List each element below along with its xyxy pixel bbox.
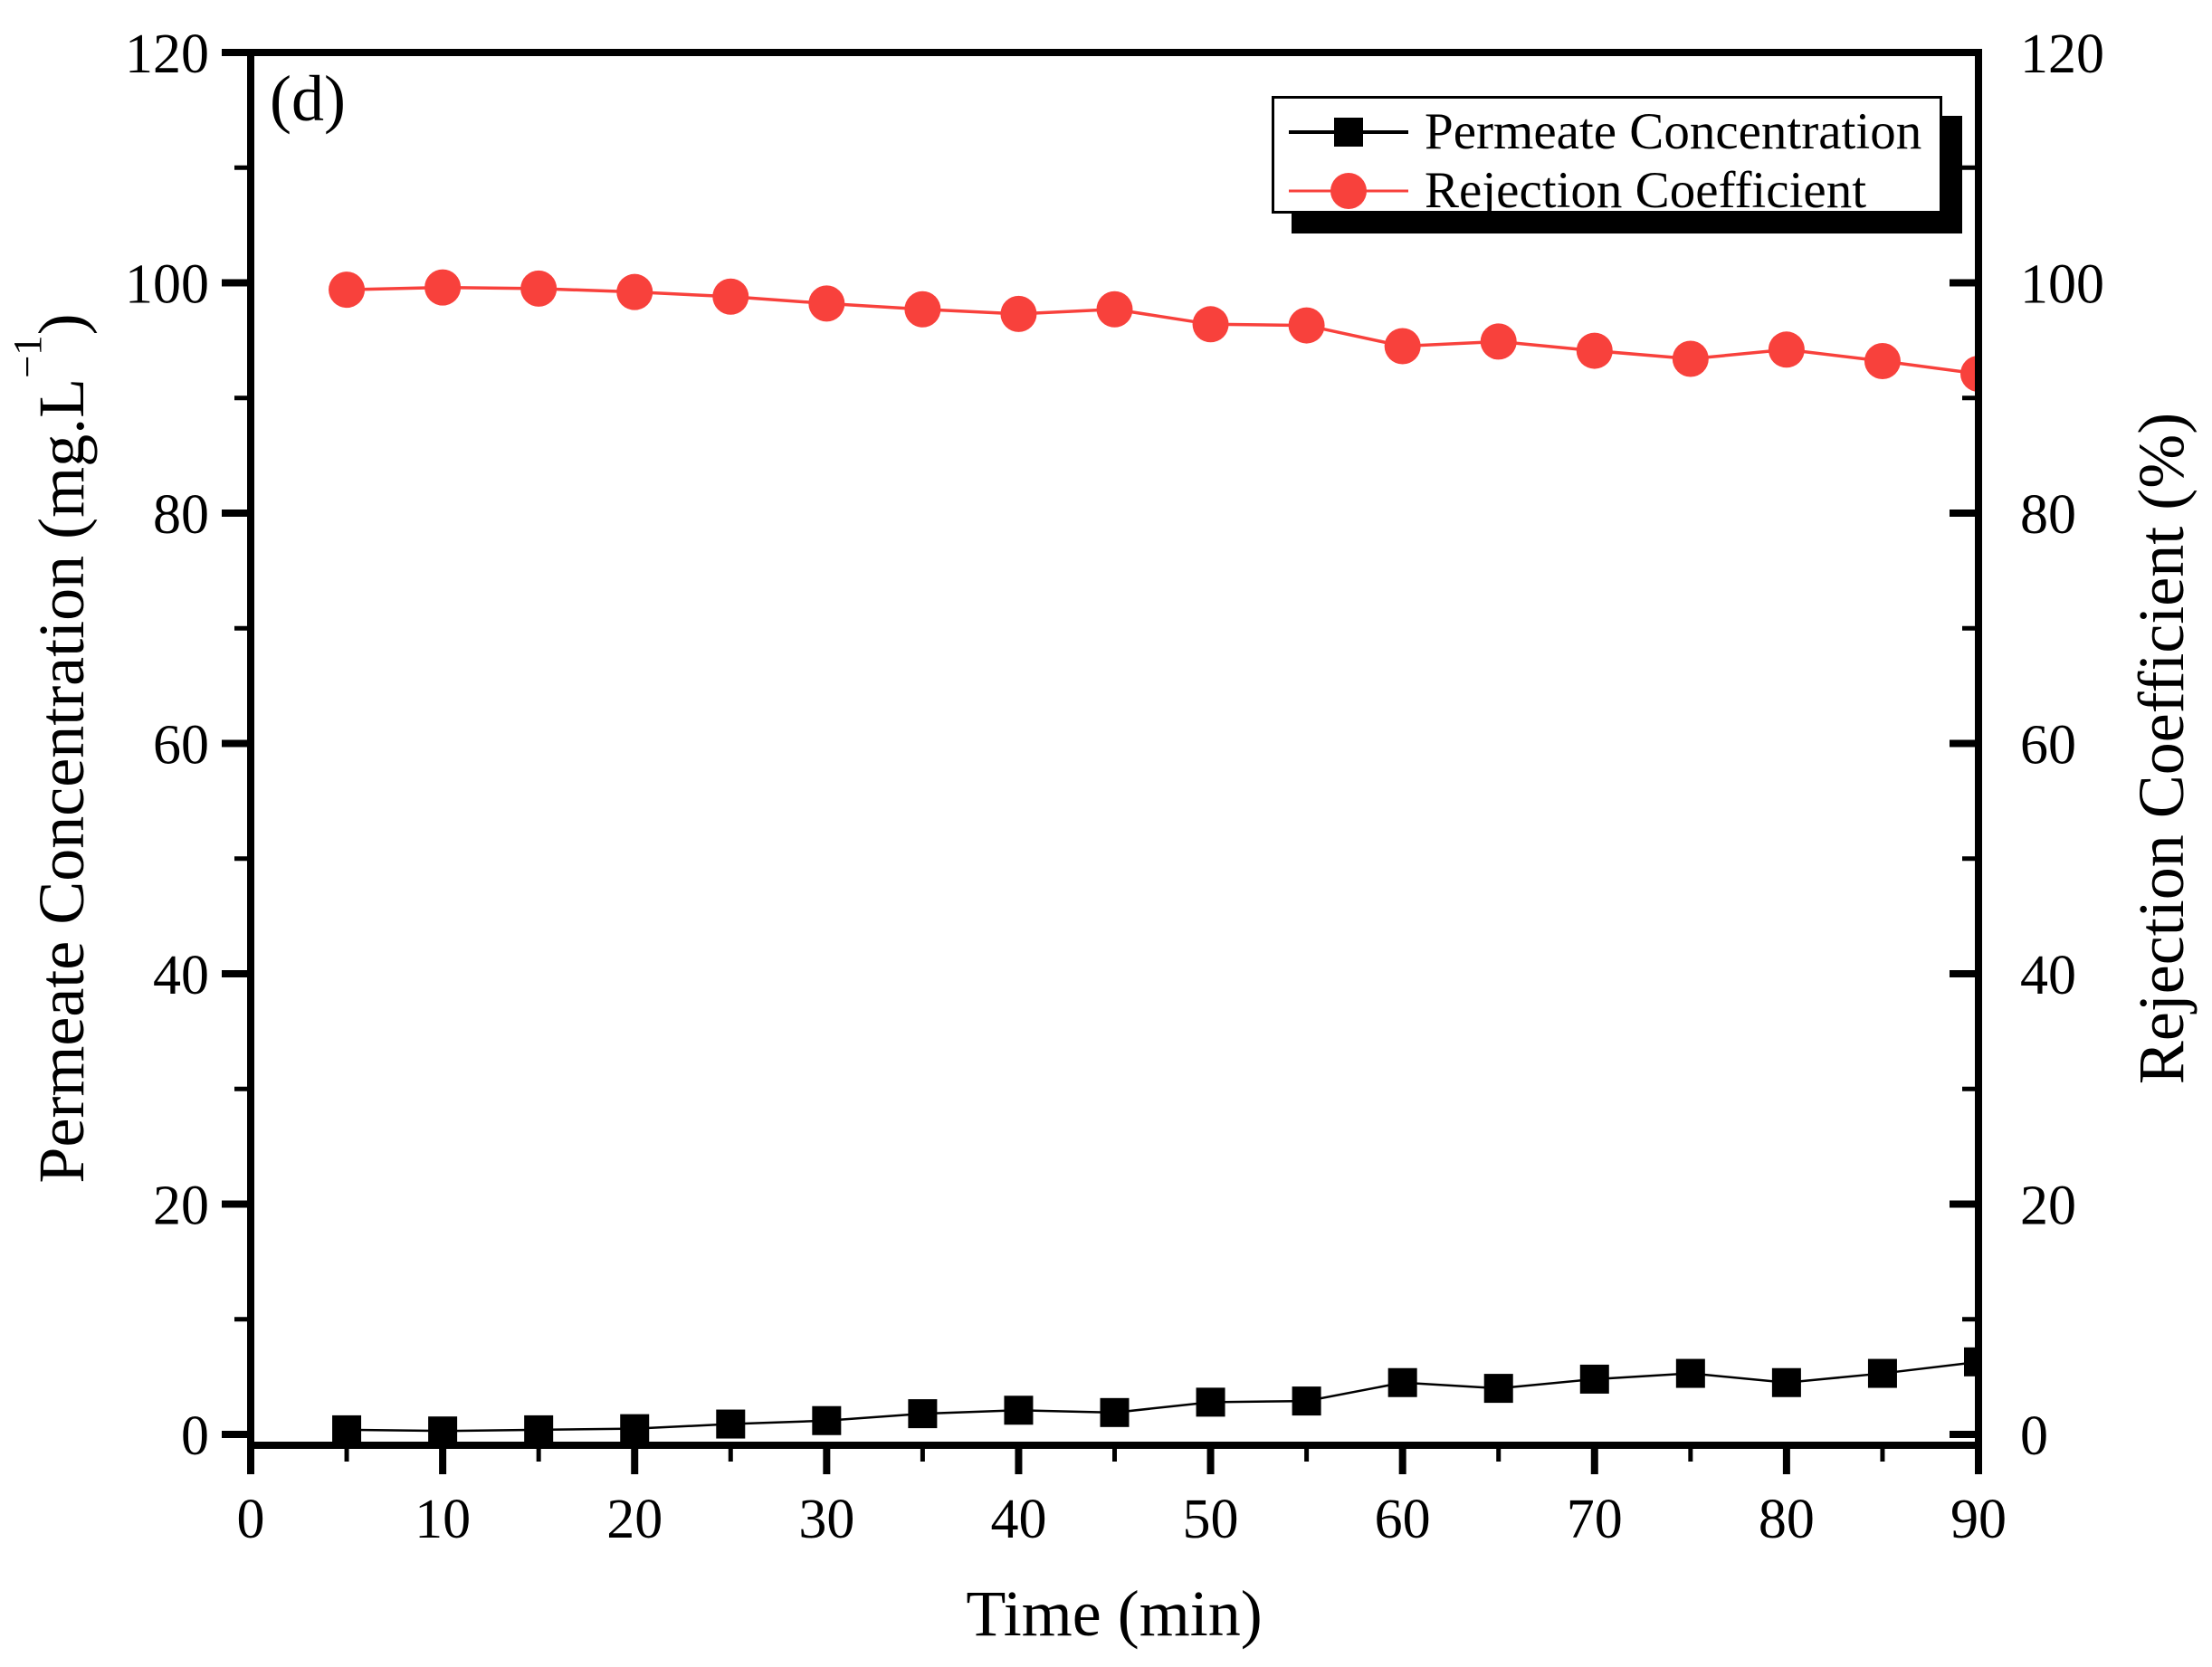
x-tick-label: 90	[1950, 1489, 2007, 1550]
data-point-circle	[1480, 323, 1517, 360]
x-tick-label: 80	[1759, 1489, 1815, 1550]
tick-labels: 0 10 20 30 40 50 60 70 80 90020406080100120020406…	[125, 24, 2104, 1550]
data-point-square	[1387, 1367, 1417, 1397]
x-tick-label: 30	[798, 1489, 854, 1550]
y-axis-title-left-superscript: −1	[4, 335, 50, 378]
square-marker-icon	[1334, 117, 1363, 147]
data-point-square	[524, 1415, 554, 1444]
series-layer	[329, 269, 1981, 1446]
data-point-circle	[1672, 340, 1709, 377]
legend: Permeate Concentration Rejection Coeffic…	[1272, 96, 1942, 219]
data-point-square	[1771, 1367, 1801, 1397]
y-right-tick-label: 80	[2020, 484, 2076, 546]
x-tick-label: 0	[237, 1489, 265, 1550]
y-left-tick-label: 20	[153, 1176, 209, 1237]
y-left-tick-label: 80	[153, 484, 209, 546]
series-rejection-coefficient	[329, 269, 1981, 393]
x-tick-label: 20	[606, 1489, 663, 1550]
y-axis-title-left-text: Permeate Concentration (mg.L	[25, 377, 98, 1184]
data-point-square	[620, 1414, 650, 1443]
legend-item-permeate: Permeate Concentration	[1289, 102, 1940, 161]
y-axis-title-left-close: )	[25, 313, 98, 336]
data-point-circle	[1000, 295, 1037, 332]
x-tick-label: 10	[415, 1489, 471, 1550]
x-axis-title: Time (min)	[966, 1577, 1263, 1650]
data-point-square	[1867, 1358, 1897, 1388]
data-point-circle	[1864, 343, 1901, 380]
circle-marker-icon	[1330, 172, 1367, 209]
series-line-permeate-concentration	[347, 1360, 1979, 1433]
data-point-square	[1100, 1397, 1130, 1427]
x-tick-label: 40	[990, 1489, 1046, 1550]
data-point-circle	[1096, 291, 1133, 328]
data-point-square	[1196, 1387, 1225, 1417]
data-point-circle	[616, 273, 653, 310]
data-point-square	[1292, 1386, 1321, 1416]
data-point-circle	[424, 269, 462, 306]
data-point-square	[1675, 1358, 1705, 1388]
data-point-circle	[1576, 332, 1613, 369]
data-point-circle	[712, 278, 749, 315]
legend-marker-permeate	[1289, 112, 1408, 152]
data-point-square	[332, 1415, 362, 1444]
data-point-square	[428, 1416, 458, 1446]
y-left-tick-label: 120	[125, 24, 209, 85]
legend-item-rejection: Rejection Coefficient	[1289, 161, 1940, 220]
y-left-tick-label: 60	[153, 715, 209, 776]
y-right-tick-label: 40	[2020, 945, 2076, 1006]
data-point-circle	[1768, 331, 1805, 368]
data-point-circle	[1288, 307, 1325, 344]
x-tick-label: 60	[1375, 1489, 1431, 1550]
data-point-square	[716, 1409, 746, 1439]
data-point-square	[812, 1405, 842, 1435]
data-point-circle	[904, 291, 941, 328]
x-tick-label: 50	[1183, 1489, 1239, 1550]
y-right-tick-label: 20	[2020, 1176, 2076, 1237]
data-point-square	[1579, 1364, 1609, 1394]
data-point-circle	[520, 270, 558, 307]
data-point-square	[908, 1399, 938, 1429]
panel-label: (d)	[270, 62, 346, 135]
axis-ticks	[222, 49, 1982, 1474]
y-left-tick-label: 0	[181, 1405, 209, 1467]
data-point-circle	[1384, 328, 1421, 365]
y-axis-title-left: Permeate Concentration (mg.L−1)	[4, 0, 98, 1518]
y-right-tick-label: 0	[2020, 1405, 2048, 1467]
data-point-square	[1004, 1396, 1034, 1425]
series-permeate-concentration	[332, 1347, 1981, 1446]
plot-frame	[247, 49, 1982, 1449]
legend-label-permeate: Permeate Concentration	[1425, 103, 1922, 160]
series-line-rejection-coefficient	[347, 285, 1979, 376]
data-point-square	[1483, 1374, 1513, 1404]
y-left-tick-label: 40	[153, 945, 209, 1006]
legend-label-rejection: Rejection Coefficient	[1425, 162, 1867, 219]
y-right-tick-label: 100	[2020, 254, 2104, 316]
data-point-circle	[329, 271, 366, 309]
y-right-tick-label: 60	[2020, 715, 2076, 776]
y-right-tick-label: 120	[2020, 24, 2104, 85]
data-point-circle	[1192, 306, 1229, 343]
legend-marker-rejection	[1289, 171, 1408, 211]
y-left-tick-label: 100	[125, 254, 209, 316]
data-point-circle	[808, 285, 845, 322]
y-axis-title-right: Rejection Coefficient (%)	[2125, 412, 2198, 1085]
x-tick-label: 70	[1567, 1489, 1623, 1550]
